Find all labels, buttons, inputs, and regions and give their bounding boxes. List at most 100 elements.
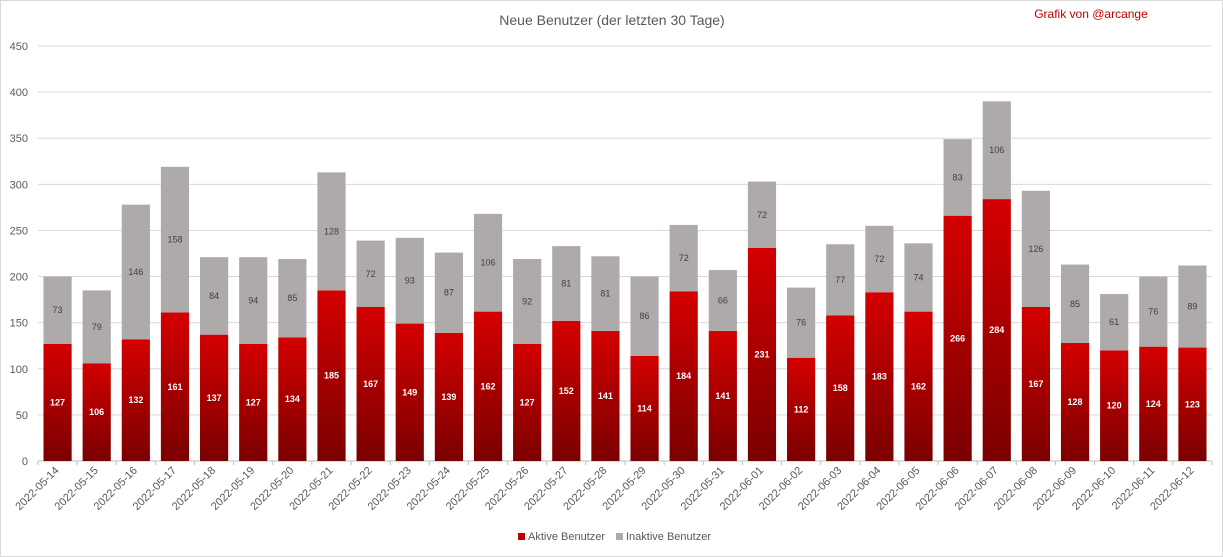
data-label-active: 127 bbox=[50, 397, 65, 407]
y-tick-label: 350 bbox=[10, 133, 28, 145]
y-tick-label: 250 bbox=[10, 225, 28, 237]
bar-inactive bbox=[434, 252, 463, 333]
data-label-active: 128 bbox=[1068, 397, 1083, 407]
bar-active bbox=[160, 312, 190, 461]
data-label-inactive: 92 bbox=[522, 296, 532, 306]
bar-active bbox=[708, 330, 737, 461]
y-tick-label: 50 bbox=[16, 410, 28, 422]
bar-active bbox=[630, 355, 659, 461]
bar-inactive bbox=[630, 276, 659, 356]
data-label-inactive: 72 bbox=[874, 254, 884, 264]
bar-active bbox=[395, 323, 424, 461]
data-label-inactive: 106 bbox=[481, 258, 496, 268]
y-tick-label: 0 bbox=[22, 456, 28, 468]
data-label-inactive: 89 bbox=[1187, 302, 1197, 312]
data-label-inactive: 73 bbox=[53, 305, 63, 315]
bar-inactive bbox=[200, 257, 229, 335]
bar-active bbox=[943, 215, 972, 461]
data-label-inactive: 72 bbox=[757, 210, 767, 220]
data-label-active: 158 bbox=[833, 383, 848, 393]
bar-inactive bbox=[121, 204, 150, 340]
bar-inactive bbox=[1139, 276, 1168, 347]
data-label-active: 123 bbox=[1185, 399, 1200, 409]
data-label-active: 120 bbox=[1107, 401, 1122, 411]
data-label-inactive: 106 bbox=[989, 145, 1004, 155]
bar-active bbox=[434, 332, 463, 461]
bar-inactive bbox=[82, 290, 111, 364]
data-label-active: 266 bbox=[950, 333, 965, 343]
bar-inactive bbox=[669, 224, 698, 292]
data-label-active: 149 bbox=[402, 387, 417, 397]
bar-active bbox=[1100, 350, 1129, 461]
legend-swatch bbox=[518, 533, 525, 540]
bar-active bbox=[669, 291, 698, 461]
bar-inactive bbox=[982, 101, 1011, 200]
data-label-active: 162 bbox=[481, 381, 496, 391]
bar-inactive bbox=[552, 246, 581, 321]
data-label-inactive: 87 bbox=[444, 288, 454, 298]
data-label-inactive: 79 bbox=[92, 322, 102, 332]
bar-active bbox=[826, 315, 855, 461]
data-label-active: 139 bbox=[441, 392, 456, 402]
bar-inactive bbox=[591, 256, 620, 331]
bars bbox=[43, 101, 1207, 462]
data-label-inactive: 72 bbox=[679, 253, 689, 263]
data-label-inactive: 93 bbox=[405, 276, 415, 286]
data-label-inactive: 77 bbox=[835, 275, 845, 285]
bar-active bbox=[982, 199, 1011, 462]
data-label-active: 127 bbox=[520, 397, 535, 407]
bar-active bbox=[239, 343, 268, 461]
data-labels: 127 73 106 79 132 146 161 158 137 84 127 94 134 85 185… bbox=[50, 145, 1200, 417]
data-label-inactive: 85 bbox=[1070, 299, 1080, 309]
data-label-inactive: 61 bbox=[1109, 317, 1119, 327]
y-tick-label: 150 bbox=[10, 318, 28, 330]
bar-active bbox=[865, 292, 894, 461]
bar-active bbox=[121, 339, 150, 461]
data-label-active: 167 bbox=[363, 379, 378, 389]
x-axis: 2022-05-142022-05-152022-05-162022-05-17… bbox=[13, 461, 1213, 513]
data-label-active: 124 bbox=[1146, 399, 1161, 409]
data-label-inactive: 128 bbox=[324, 226, 339, 236]
data-label-active: 132 bbox=[128, 395, 143, 405]
data-label-active: 162 bbox=[911, 381, 926, 391]
bar-active bbox=[513, 343, 542, 461]
bar-inactive bbox=[513, 259, 542, 344]
bar-inactive bbox=[787, 287, 816, 358]
y-tick-label: 450 bbox=[10, 41, 28, 53]
bar-active bbox=[1178, 347, 1207, 461]
bar-active bbox=[317, 290, 346, 461]
data-label-active: 183 bbox=[872, 372, 887, 382]
bar-inactive bbox=[160, 166, 190, 313]
bar-inactive bbox=[395, 237, 424, 324]
bar-inactive bbox=[747, 181, 777, 248]
data-label-inactive: 81 bbox=[600, 289, 610, 299]
data-label-inactive: 72 bbox=[366, 269, 376, 279]
data-label-active: 141 bbox=[598, 391, 613, 401]
data-label-active: 152 bbox=[559, 386, 574, 396]
data-label-active: 184 bbox=[676, 371, 691, 381]
bar-inactive bbox=[473, 213, 503, 312]
bar-active bbox=[1139, 346, 1168, 461]
bar-active bbox=[200, 334, 229, 461]
bar-inactive bbox=[43, 276, 72, 344]
bar-active bbox=[747, 247, 777, 461]
data-label-active: 284 bbox=[989, 325, 1004, 335]
data-label-inactive: 81 bbox=[561, 278, 571, 288]
data-label-inactive: 76 bbox=[1148, 307, 1158, 317]
data-label-inactive: 84 bbox=[209, 291, 219, 301]
bar-inactive bbox=[1100, 294, 1129, 351]
bar-active bbox=[43, 343, 72, 461]
bar-inactive bbox=[865, 225, 894, 293]
data-label-inactive: 86 bbox=[640, 311, 650, 321]
data-label-inactive: 146 bbox=[128, 267, 143, 277]
data-label-active: 185 bbox=[324, 371, 339, 381]
data-label-active: 141 bbox=[715, 391, 730, 401]
data-label-inactive: 126 bbox=[1028, 244, 1043, 254]
data-label-active: 112 bbox=[794, 404, 809, 414]
data-label-active: 106 bbox=[89, 407, 104, 417]
bar-inactive bbox=[239, 257, 268, 344]
bar-active bbox=[473, 311, 503, 461]
data-label-inactive: 85 bbox=[287, 293, 297, 303]
